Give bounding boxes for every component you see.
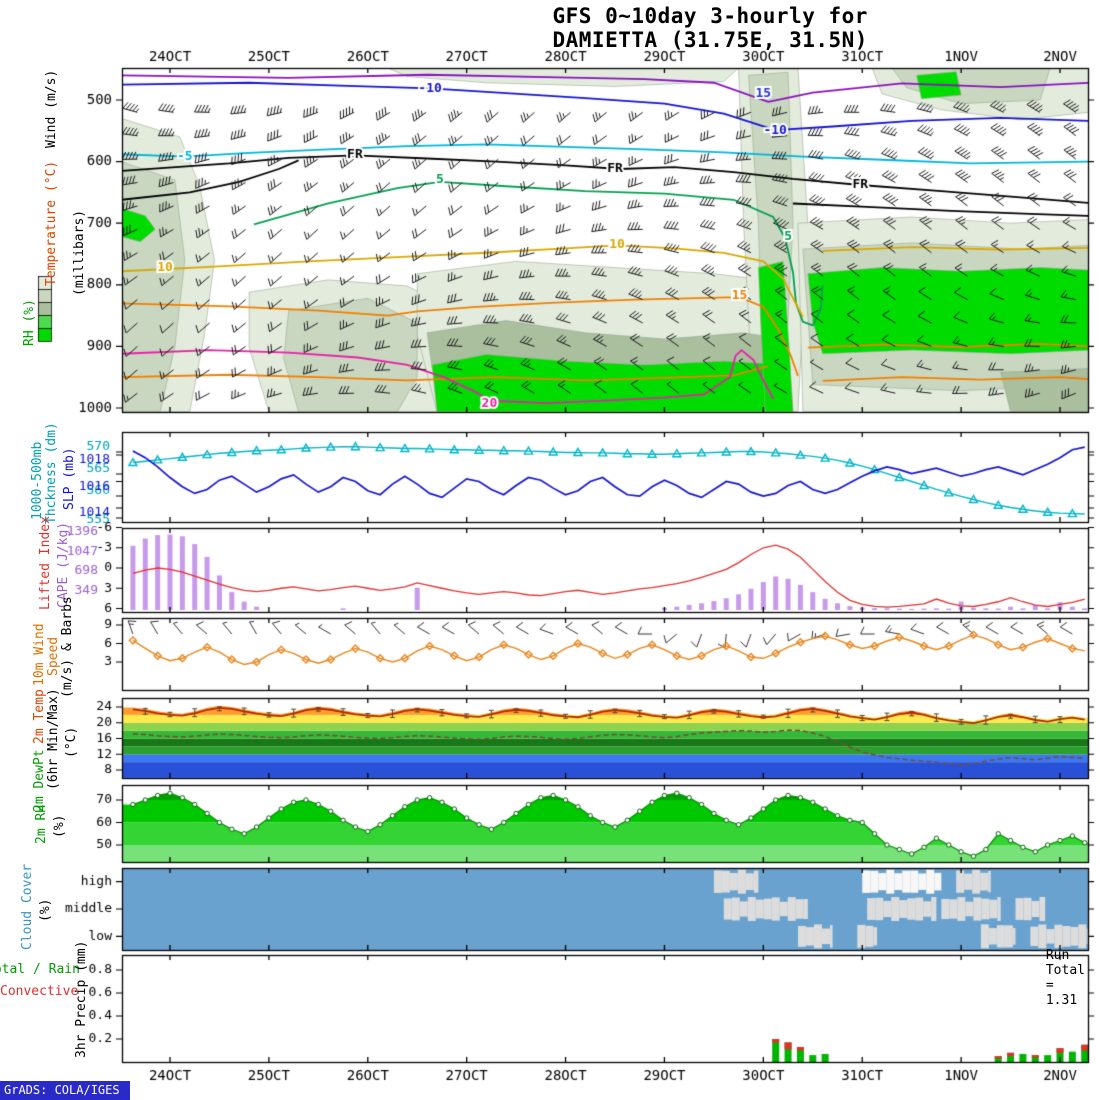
upper-rh-axis-label: RH (%) [22,299,37,346]
wind10m-speed-axis-label: Speed [46,636,61,676]
temp2m-axis-label: 2m Temp [32,689,47,744]
upper-temperature-axis-label: Temperature (°C) [44,160,59,286]
page-title: GFS 0~10day 3-hourly for DAMIETTA (31.75… [552,4,868,52]
dewpt2m-axis-label: 2m DewPt [32,749,47,812]
minmax-axis-label: (6hr Min/Max) [46,688,61,790]
lifted-index-axis-label: Lifted Index [38,516,53,610]
millibars-axis-label: (millibars) [72,209,87,296]
grads-credit: GrADS: COLA/IGES [0,1081,130,1100]
cloud-cover-axis-label: Cloud Cover [20,863,35,950]
wind10m-axis-label: 10m Wind [32,623,47,686]
upper-wind-axis-label: Wind (m/s) [44,69,59,148]
thickness-axis-label-2: Thckness (dm) [44,422,59,524]
thickness-axis-label-1: 1000-500mb [30,441,45,520]
cloud-cover-units-axis-label: (%) [38,898,53,922]
precip-convective-label: Convective [0,984,79,999]
precip-axis-label: 3hr Precip (mm) [74,940,89,1058]
precip-total-rain-label: Total / Rain [0,962,80,977]
run-total-text: Run Total = 1.31 [1045,948,1085,1008]
temp2m-units-axis-label: (°C) [64,726,79,758]
rh2m-units-axis-label: (%) [52,814,67,838]
cape-axis-label: CAPE (J/kg) [56,521,71,608]
rh2m-axis-label: 2m RH [34,804,49,844]
wind10m-units-axis-label: (m/s) & Barbs [60,596,75,698]
slp-axis-label: SLP (mb) [62,447,77,510]
